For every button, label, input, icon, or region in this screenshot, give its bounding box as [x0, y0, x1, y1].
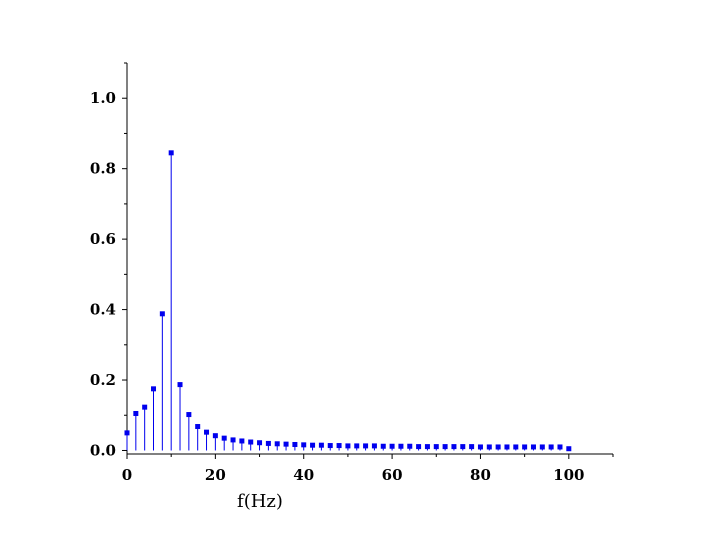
stem-marker [477, 444, 483, 450]
stem-marker [522, 444, 528, 450]
y-tick-label: 0.4 [90, 301, 116, 319]
stem-marker [257, 440, 263, 446]
stem-marker [212, 433, 218, 439]
stem-marker [442, 444, 448, 450]
stem-marker [371, 443, 377, 449]
stem-marker [363, 443, 369, 449]
stem-marker [248, 439, 254, 445]
stem-marker [345, 443, 351, 449]
stem-marker [142, 404, 148, 410]
stem-marker [416, 444, 422, 450]
stem-marker [204, 429, 210, 435]
stem-marker [239, 438, 245, 444]
stem-marker [548, 444, 554, 450]
stem-marker [327, 443, 333, 449]
stem-marker [460, 444, 466, 450]
stem-marker [177, 382, 183, 388]
stem-marker [133, 410, 139, 416]
x-tick-label: 80 [470, 466, 491, 484]
stem-marker [433, 444, 439, 450]
x-tick-label: 60 [382, 466, 403, 484]
stem-marker [265, 440, 271, 446]
stem-marker [451, 444, 457, 450]
stem-marker [168, 150, 174, 156]
stem-marker [504, 444, 510, 450]
y-tick-label: 0.0 [90, 441, 116, 459]
stem-marker [318, 442, 324, 448]
stem-marker [195, 424, 201, 430]
stem-marker [159, 311, 165, 317]
y-tick-label: 0.8 [90, 160, 116, 178]
y-tick-label: 0.6 [90, 230, 116, 248]
stem-marker [274, 441, 280, 447]
stem-marker [301, 442, 307, 448]
x-tick-label: 20 [205, 466, 226, 484]
stem-marker [389, 443, 395, 449]
stem-marker [407, 443, 413, 449]
ticks: 0 20 40 60 80 100 0.0 0.2 0.4 0.6 0.8 1.0 [90, 62, 614, 484]
stem-marker [380, 443, 386, 449]
stem-marker [151, 386, 157, 392]
stem-marker [230, 437, 236, 443]
stem-marker [566, 446, 572, 452]
stem-marker [557, 444, 563, 450]
stem-marker [513, 444, 519, 450]
stem-marker [221, 435, 227, 441]
stem-marker [283, 441, 289, 447]
x-tick-label: 100 [553, 466, 584, 484]
stem-marker [486, 444, 492, 450]
stem-marker [398, 443, 404, 449]
stem-marker [336, 443, 342, 449]
stem-marker [124, 430, 130, 436]
stem-marker [424, 444, 430, 450]
stem-marker [469, 444, 475, 450]
stem-marker [539, 444, 545, 450]
y-tick-label: 0.2 [90, 371, 116, 389]
x-tick-label: 0 [122, 466, 132, 484]
x-axis-label: f(Hz) [237, 491, 283, 512]
stems [126, 152, 570, 451]
stem-marker [530, 444, 536, 450]
stem-marker [495, 444, 501, 450]
stem-marker [310, 442, 316, 448]
stem-marker [292, 441, 298, 447]
markers [124, 150, 572, 452]
x-tick-label: 40 [293, 466, 314, 484]
stem-marker [354, 443, 360, 449]
y-tick-label: 1.0 [90, 89, 116, 107]
stem-marker [186, 412, 192, 418]
axes [126, 63, 613, 455]
